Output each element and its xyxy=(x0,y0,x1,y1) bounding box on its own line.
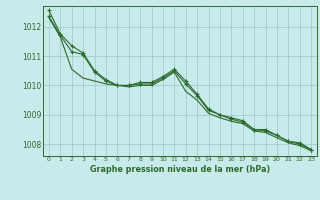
X-axis label: Graphe pression niveau de la mer (hPa): Graphe pression niveau de la mer (hPa) xyxy=(90,165,270,174)
